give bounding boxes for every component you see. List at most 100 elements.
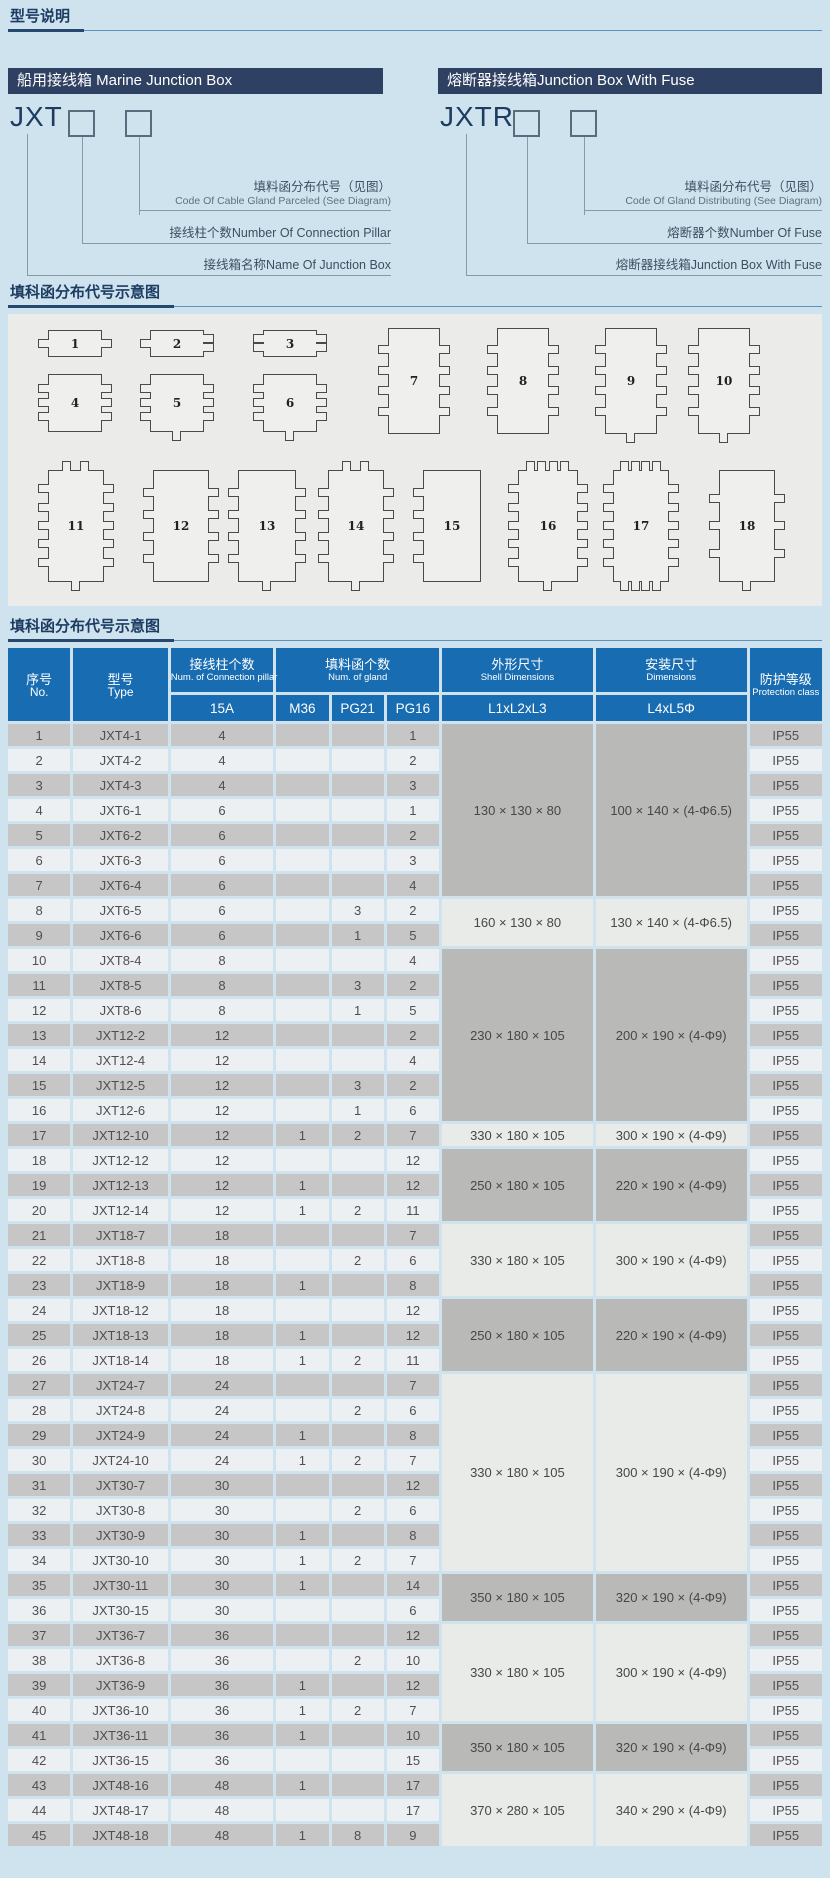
gland-layout-box-4: 4 <box>38 374 112 432</box>
cell-m36 <box>276 774 329 796</box>
cable-gland-tab <box>378 386 389 396</box>
cell-no: 20 <box>8 1199 71 1221</box>
table-row: 39 JXT36-9 36 1 12 IP55 <box>8 1674 822 1696</box>
cell-type: JXT6-6 <box>73 924 168 946</box>
cable-gland-tab <box>203 342 214 352</box>
cell-pg16: 6 <box>386 1249 440 1271</box>
cell-m36 <box>276 749 329 771</box>
cell-type: JXT24-9 <box>73 1424 168 1446</box>
cell-type: JXT48-16 <box>73 1774 168 1796</box>
cable-gland-tab <box>103 502 114 512</box>
cell-m36 <box>276 1799 329 1821</box>
cable-gland-tab <box>709 548 720 558</box>
cell-no: 7 <box>8 874 71 896</box>
cell-15a: 8 <box>170 974 274 996</box>
cell-15a: 24 <box>170 1399 274 1421</box>
cable-gland-tab <box>487 344 498 354</box>
table-row: 18 JXT12-12 12 12 250 × 180 × 105 220 × 190 ×… <box>8 1149 822 1221</box>
cell-no: 17 <box>8 1124 71 1146</box>
cell-15a: 6 <box>170 924 274 946</box>
header-zh: 外形尺寸 <box>491 657 544 672</box>
cell-pg16: 5 <box>386 924 440 946</box>
cable-gland-tab <box>103 521 114 530</box>
cable-gland-tab <box>577 539 588 549</box>
cell-m36: 1 <box>276 1549 329 1571</box>
cable-gland-tab <box>80 461 90 471</box>
table-row: 4 JXT6-1 6 1 IP55 <box>8 799 822 821</box>
gland-layout-box-9: 9 <box>595 328 667 443</box>
table-row: 20 JXT12-14 12 1 2 11 IP55 <box>8 1199 822 1221</box>
cell-protection-class: IP55 <box>749 724 822 746</box>
cell-protection-class: IP55 <box>749 1574 822 1596</box>
cell-no: 18 <box>8 1149 71 1171</box>
table-row: 27 JXT24-7 24 7 330 × 180 × 105 300 × 190 × (… <box>8 1374 822 1571</box>
cell-pg21: 2 <box>331 1699 384 1721</box>
cell-pg21 <box>331 1324 384 1346</box>
cable-gland-tab <box>140 338 151 348</box>
cable-gland-tab <box>140 398 151 407</box>
cell-type: JXT36-7 <box>73 1624 168 1646</box>
table-row: 23 JXT18-9 18 1 8 IP55 <box>8 1274 822 1296</box>
table-row: 40 JXT36-10 36 1 2 7 IP55 <box>8 1699 822 1721</box>
gland-layout-box-15: 15 <box>413 470 481 582</box>
cable-gland-tab <box>577 484 588 494</box>
cell-shell-dimensions: 230 × 180 × 105 <box>442 949 593 1121</box>
cell-type: JXT6-2 <box>73 824 168 846</box>
cell-pg16: 6 <box>386 1099 440 1121</box>
fuse-box-code: JXTR <box>440 101 514 132</box>
cell-no: 28 <box>8 1399 71 1421</box>
cable-gland-tab <box>603 521 614 530</box>
cell-no: 32 <box>8 1499 71 1521</box>
gland-layout-box-10: 10 <box>688 328 760 443</box>
cable-gland-tab <box>318 554 329 563</box>
cable-gland-tab <box>318 532 329 541</box>
cable-gland-tab <box>378 407 389 417</box>
cell-pg16: 14 <box>386 1574 440 1596</box>
cell-15a: 6 <box>170 899 274 921</box>
cable-gland-tab <box>641 461 651 471</box>
cell-pg16: 8 <box>386 1424 440 1446</box>
table-row: 2 JXT4-2 4 2 IP55 <box>8 749 822 771</box>
cell-pg21 <box>331 1299 384 1321</box>
cell-15a: 4 <box>170 749 274 771</box>
table-row: 10 JXT8-4 8 4 230 × 180 × 105 200 × 190 × (4-… <box>8 949 822 1121</box>
cell-pg21 <box>331 1574 384 1596</box>
header-en: Protection class <box>752 686 820 698</box>
header-en: Num. of gland <box>328 672 388 683</box>
cell-pg21 <box>331 724 384 746</box>
table-row: 16 JXT12-6 12 1 6 IP55 <box>8 1099 822 1121</box>
cable-gland-tab <box>688 365 699 375</box>
cable-gland-tab <box>38 557 49 567</box>
cell-shell-dimensions: 370 × 280 × 105 <box>442 1774 593 1846</box>
cell-pg21: 2 <box>331 1649 384 1671</box>
cable-gland-tab <box>548 344 559 354</box>
cable-gland-tab <box>668 557 679 567</box>
cable-gland-tab <box>548 407 559 417</box>
col-header-ip: 防护等级 Protection class <box>749 648 822 721</box>
cell-m36 <box>276 874 329 896</box>
cable-gland-tab <box>742 581 751 591</box>
col-header-pillar: 接线柱个数 Num. of Connection pillar <box>170 648 277 692</box>
cell-pg21 <box>331 1149 384 1171</box>
section-title-spec-table: 填科函分布代号示意图 <box>0 618 830 642</box>
cell-15a: 30 <box>170 1524 274 1546</box>
cell-type: JXT24-10 <box>73 1449 168 1471</box>
subheader-pg21: PG21 <box>331 695 384 721</box>
cell-type: JXT48-17 <box>73 1799 168 1821</box>
cell-15a: 12 <box>170 1099 274 1121</box>
cell-pg21: 2 <box>331 1349 384 1371</box>
cell-no: 1 <box>8 724 71 746</box>
cell-no: 27 <box>8 1374 71 1396</box>
gland-diagram-panel: 1 2 3 4 5 6 7 8 9 10 11 12 13 14 15 16 17 18 <box>8 314 822 606</box>
cable-gland-tab <box>203 412 214 421</box>
cell-mounting-dimensions: 320 × 190 × (4-Φ9) <box>595 1724 747 1771</box>
cell-shell-dimensions: 330 × 180 × 105 <box>442 1224 593 1296</box>
cell-pg21 <box>331 1474 384 1496</box>
cell-protection-class: IP55 <box>749 1824 822 1846</box>
cell-m36 <box>276 1374 329 1396</box>
cell-m36 <box>276 1099 329 1121</box>
cable-gland-tab <box>630 461 640 471</box>
cell-no: 33 <box>8 1524 71 1546</box>
cell-m36 <box>276 1224 329 1246</box>
table-row: 31 JXT30-7 30 12 IP55 <box>8 1474 822 1496</box>
